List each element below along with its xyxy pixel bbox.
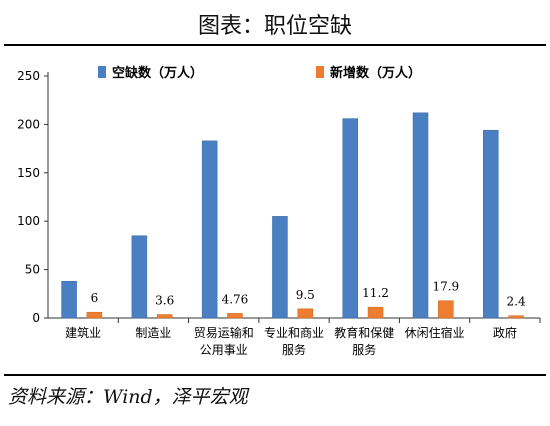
bar-new-jobs: [86, 311, 103, 319]
y-tick-label: 50: [25, 263, 40, 277]
y-tick-label: 0: [32, 311, 40, 325]
legend-swatch: [316, 66, 324, 78]
x-category-label: 贸易运输和: [194, 325, 254, 340]
y-tick-label: 150: [17, 166, 40, 180]
x-category-label: 休闲住宿业: [405, 325, 465, 340]
data-label: 3.6: [155, 294, 174, 308]
x-category-label: 公用事业: [200, 343, 248, 357]
bar-new-jobs: [297, 308, 313, 319]
x-category-label: 教育和保健: [334, 325, 394, 340]
bar-vacancies: [483, 129, 499, 319]
data-label: 4.76: [222, 292, 249, 306]
legend-label: 新增数（万人）: [330, 65, 421, 81]
source-note: 资料来源：Wind，泽平宏观: [8, 386, 248, 408]
y-tick-label: 100: [17, 214, 40, 228]
x-category-label: 政府: [493, 325, 517, 340]
bar-new-jobs: [508, 315, 524, 319]
chart-title: 图表：职位空缺: [197, 14, 352, 39]
x-category-label: 制造业: [135, 326, 171, 340]
bar-vacancies: [131, 235, 148, 319]
bar-vacancies: [272, 216, 288, 319]
data-label: 6: [91, 291, 99, 305]
data-label: 9.5: [296, 288, 315, 302]
data-label: 2.4: [507, 295, 526, 309]
x-category-label: 服务: [352, 342, 376, 357]
bar-vacancies: [342, 118, 358, 319]
bar-vacancies: [201, 140, 218, 319]
bar-vacancies: [412, 112, 429, 319]
bar-new-jobs: [156, 314, 173, 319]
bars: [61, 112, 524, 319]
footer-divider: [4, 374, 546, 376]
y-tick-label: 250: [17, 69, 40, 83]
legend: 空缺数（万人） 新增数（万人）: [98, 65, 421, 81]
bar-new-jobs: [367, 306, 384, 319]
y-tick-label: 200: [17, 117, 40, 131]
legend-label: 空缺数（万人）: [112, 65, 203, 81]
x-category-label: 建筑业: [65, 325, 101, 340]
data-labels: 6 3.6 4.76 9.5 11.2 17.9 2.4: [91, 280, 526, 309]
legend-swatch: [98, 66, 106, 78]
data-label: 17.9: [432, 280, 459, 294]
bar-new-jobs: [227, 313, 243, 319]
data-label: 11.2: [362, 286, 389, 300]
bar-new-jobs: [438, 300, 454, 319]
x-category-label: 服务: [282, 342, 306, 357]
bar-chart: 空缺数（万人） 新增数（万人） 0 50 100 150 200 250 建筑业 制造业 贸易运输…: [17, 65, 541, 357]
bar-vacancies: [61, 280, 77, 319]
x-category-label: 专业和商业: [264, 325, 324, 340]
title-divider: [4, 44, 546, 46]
